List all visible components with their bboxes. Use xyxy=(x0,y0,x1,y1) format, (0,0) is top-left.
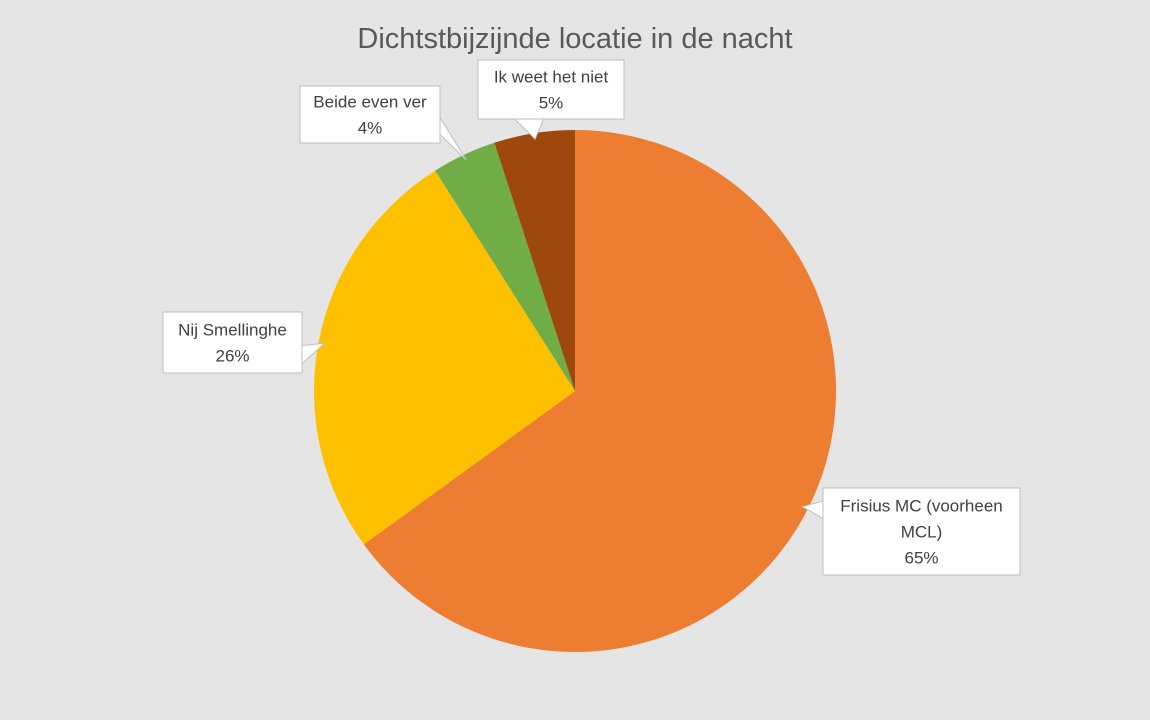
pie-slice xyxy=(363,129,837,653)
label-box xyxy=(299,85,441,144)
slice-value-label: 5% xyxy=(539,94,564,113)
label-leader xyxy=(439,115,467,161)
pie-slices xyxy=(314,129,837,653)
slice-value-label: 26% xyxy=(215,347,249,366)
data-label: Ik weet het niet 5% xyxy=(477,59,625,141)
label-box xyxy=(477,59,625,120)
pie-slice xyxy=(494,130,575,391)
chart-title: Dichtstbijzijnde locatie in de nacht xyxy=(357,23,792,55)
slice-category-label: MCL) xyxy=(901,523,943,542)
data-labels: Frisius MC (voorheen MCL) 65% Nij Smellingh… xyxy=(162,59,1021,576)
slice-value-label: 65% xyxy=(904,549,938,568)
pie-slice xyxy=(314,170,575,545)
slice-category-label: Ik weet het niet xyxy=(494,68,609,87)
pie-slice xyxy=(435,142,575,391)
data-label: Frisius MC (voorheen MCL) 65% xyxy=(800,487,1021,576)
data-label: Beide even ver 4% xyxy=(299,85,467,161)
slice-category-label: Nij Smellinghe xyxy=(178,321,287,340)
label-box xyxy=(162,311,303,374)
slice-category-label: Frisius MC (voorheen xyxy=(840,497,1003,516)
label-box xyxy=(822,487,1021,576)
slice-category-label: Beide even ver xyxy=(313,93,427,112)
slice-value-label: 4% xyxy=(358,119,383,138)
data-label: Nij Smellinghe 26% xyxy=(162,311,326,374)
